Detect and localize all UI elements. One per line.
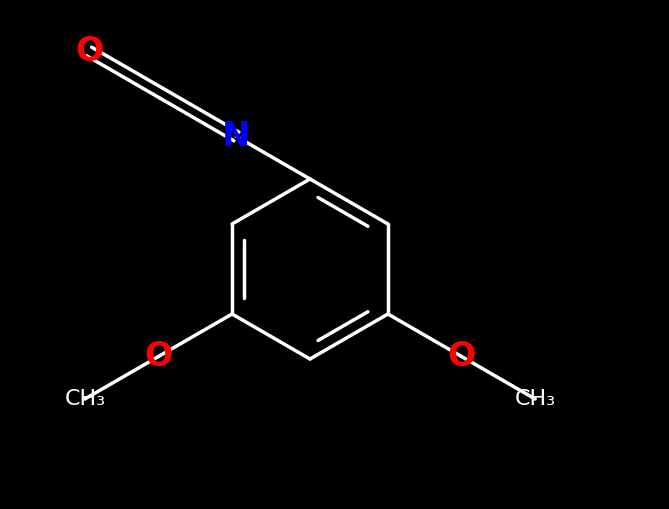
- Text: O: O: [448, 340, 476, 373]
- Text: CH₃: CH₃: [514, 389, 556, 409]
- Text: N: N: [222, 120, 250, 153]
- Text: O: O: [145, 340, 173, 373]
- Text: CH₃: CH₃: [64, 389, 106, 409]
- Text: O: O: [75, 35, 103, 68]
